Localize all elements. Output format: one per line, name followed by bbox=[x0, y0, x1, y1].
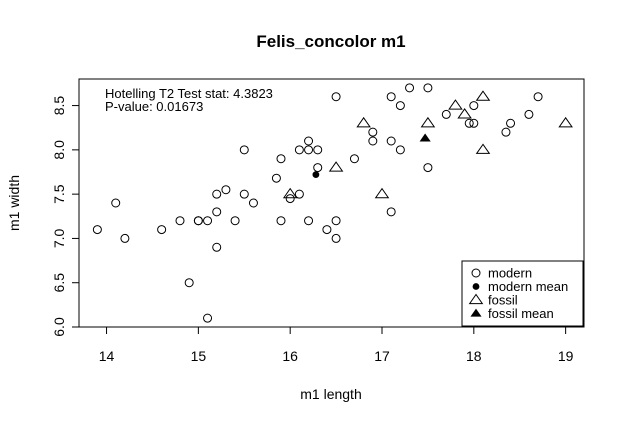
y-tick-label: 8.0 bbox=[51, 140, 67, 160]
x-axis-label: m1 length bbox=[300, 386, 361, 402]
test-stat-annotation: Hotelling T2 Test stat: 4.3823 bbox=[105, 86, 273, 101]
modern-point bbox=[239, 189, 249, 199]
data-points bbox=[92, 83, 573, 323]
modern-point bbox=[111, 198, 121, 208]
modern-point bbox=[212, 189, 222, 199]
y-axis: 6.0 6.5 7.0 7.5 8.0 8.5 bbox=[51, 96, 80, 337]
modern-point bbox=[294, 189, 304, 199]
modern-point bbox=[386, 136, 396, 146]
modern-point bbox=[386, 92, 396, 102]
fossil-point bbox=[420, 116, 436, 128]
modern-point bbox=[92, 225, 102, 235]
modern-point bbox=[331, 233, 341, 243]
chart-title: Felis_concolor m1 bbox=[256, 32, 405, 51]
fossil-mean-point bbox=[419, 133, 431, 142]
modern-point bbox=[276, 216, 286, 226]
fossil-point bbox=[328, 161, 344, 172]
modern-point bbox=[285, 194, 295, 204]
modern-point bbox=[331, 216, 341, 226]
fossil-point bbox=[475, 143, 491, 154]
modern-point bbox=[230, 216, 240, 226]
modern-point bbox=[464, 118, 474, 128]
modern-point bbox=[313, 145, 323, 155]
x-tick-label: 19 bbox=[558, 348, 574, 364]
fossil-point bbox=[558, 116, 573, 128]
modern-point bbox=[405, 83, 415, 93]
modern-point bbox=[469, 118, 479, 128]
fossil-point bbox=[282, 187, 298, 199]
legend-fossil-label: fossil bbox=[488, 293, 518, 308]
modern-point bbox=[524, 109, 534, 119]
x-tick-label: 17 bbox=[374, 348, 390, 364]
legend-modern-mean-marker bbox=[472, 283, 480, 290]
y-tick-label: 7.0 bbox=[51, 228, 67, 248]
p-value-annotation: P-value: 0.01673 bbox=[105, 99, 203, 114]
modern-point bbox=[423, 83, 433, 93]
modern-point bbox=[313, 163, 323, 173]
legend-box bbox=[461, 260, 584, 327]
fossil-point bbox=[356, 116, 371, 128]
modern-point bbox=[533, 92, 543, 102]
y-axis-label: m1 width bbox=[6, 175, 22, 231]
modern-point bbox=[501, 127, 511, 137]
modern-point bbox=[221, 185, 231, 195]
x-tick-label: 18 bbox=[466, 348, 482, 364]
modern-point bbox=[175, 216, 185, 226]
fossil-point bbox=[457, 108, 472, 119]
modern-point bbox=[349, 154, 359, 164]
legend-fossil-mean-marker bbox=[470, 308, 482, 317]
modern-point bbox=[322, 225, 332, 235]
legend-modern-label: modern bbox=[488, 266, 532, 281]
modern-point bbox=[331, 92, 341, 102]
legend-modern-marker bbox=[471, 268, 481, 278]
modern-point bbox=[304, 145, 314, 155]
modern-point bbox=[469, 101, 479, 111]
modern-point bbox=[506, 118, 516, 128]
x-tick-label: 14 bbox=[99, 348, 115, 364]
legend-fossil-mean-label: fossil mean bbox=[488, 306, 554, 321]
y-tick-label: 7.5 bbox=[51, 184, 67, 204]
y-tick-label: 8.5 bbox=[51, 96, 67, 116]
modern-point bbox=[304, 216, 314, 226]
modern-point bbox=[441, 109, 451, 119]
y-tick-label: 6.0 bbox=[51, 317, 67, 337]
modern-point bbox=[368, 136, 378, 146]
legend-fossil-marker bbox=[468, 293, 484, 305]
legend-modern-mean-label: modern mean bbox=[488, 279, 568, 294]
modern-point bbox=[276, 154, 286, 164]
x-axis: 14 15 16 17 18 19 bbox=[99, 326, 574, 364]
modern-point bbox=[157, 225, 167, 235]
x-tick-label: 16 bbox=[282, 348, 298, 364]
x-tick-label: 15 bbox=[191, 348, 207, 364]
modern-point bbox=[212, 242, 222, 252]
modern-point bbox=[248, 198, 258, 208]
modern-point bbox=[395, 145, 405, 155]
modern-point bbox=[203, 216, 213, 226]
modern-point bbox=[294, 145, 304, 155]
modern-point bbox=[212, 207, 222, 217]
fossil-point bbox=[448, 99, 463, 110]
modern-point bbox=[193, 216, 203, 226]
modern-point bbox=[184, 278, 194, 288]
modern-point bbox=[368, 127, 378, 137]
modern-point bbox=[239, 145, 249, 155]
modern-mean-point bbox=[312, 171, 320, 179]
modern-point bbox=[271, 173, 281, 183]
modern-point bbox=[304, 136, 314, 146]
y-tick-label: 6.5 bbox=[51, 273, 67, 293]
modern-point bbox=[423, 163, 433, 173]
fossil-point bbox=[374, 187, 390, 199]
fossil-point bbox=[475, 90, 491, 101]
modern-point bbox=[203, 313, 213, 323]
modern-point bbox=[395, 101, 405, 111]
modern-point bbox=[386, 207, 396, 217]
modern-point bbox=[120, 233, 130, 243]
